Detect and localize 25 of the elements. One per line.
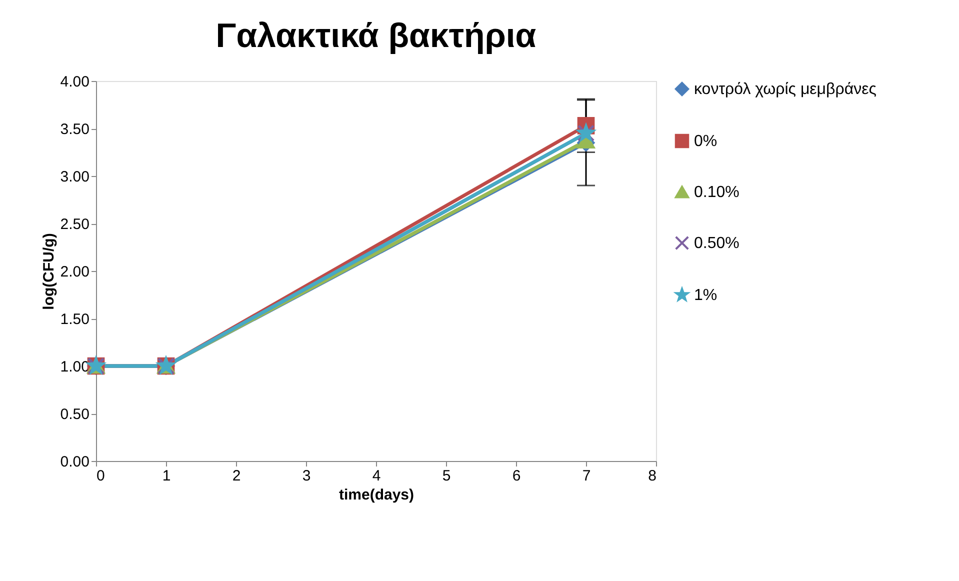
legend-label: 1% bbox=[694, 287, 718, 304]
x-tick-label: 6 bbox=[512, 468, 521, 484]
x-tick-label: 8 bbox=[648, 468, 656, 484]
y-tick-label: 4.00 bbox=[60, 74, 90, 90]
y-tick-label: 0.50 bbox=[60, 406, 90, 423]
y-tick-label: 2.00 bbox=[60, 264, 90, 280]
legend-label: 0.50% bbox=[694, 235, 740, 252]
legend-label: κοντρόλ χωρίς μεμβράνες bbox=[694, 81, 877, 98]
x-tick-label: 1 bbox=[162, 468, 171, 484]
x-tick-label: 7 bbox=[582, 468, 591, 484]
x-tick-label: 2 bbox=[232, 468, 241, 484]
y-tick-label: 2.50 bbox=[60, 216, 90, 233]
x-tick-label: 4 bbox=[372, 468, 381, 484]
y-tick-label: 3.00 bbox=[60, 168, 90, 186]
x-tick-label: 3 bbox=[302, 468, 311, 484]
chart-title: Γαλακτικά βακτήρια bbox=[216, 17, 536, 55]
x-axis-title: time(days) bbox=[338, 486, 414, 504]
y-tick-label: 0.00 bbox=[60, 454, 90, 470]
x-tick-label: 5 bbox=[442, 468, 451, 484]
legend-label: 0.10% bbox=[694, 184, 740, 201]
x-tick-label: 0 bbox=[96, 468, 105, 484]
y-tick-label: 1.50 bbox=[60, 311, 90, 328]
y-tick-label: 3.50 bbox=[60, 121, 90, 138]
legend-label: 0% bbox=[694, 133, 718, 150]
y-axis-title: log(CFU/g) bbox=[40, 233, 58, 310]
